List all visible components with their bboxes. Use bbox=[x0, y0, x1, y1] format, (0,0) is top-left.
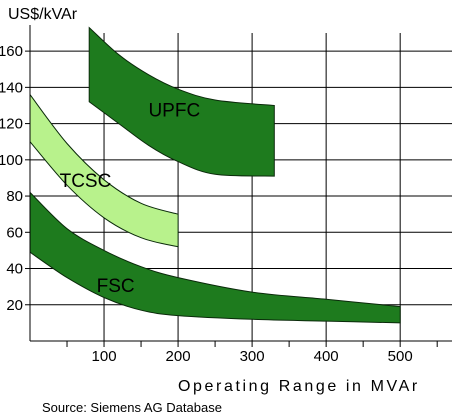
x-tick-label: 100 bbox=[92, 348, 117, 365]
y-tick-label: 60 bbox=[6, 224, 23, 241]
band-upfc bbox=[88, 26, 275, 177]
y-axis-label: US$/kVAr bbox=[8, 6, 78, 23]
series-label-tcsc: TCSC bbox=[60, 171, 112, 192]
band-tcsc bbox=[29, 93, 179, 248]
y-tick-label: 100 bbox=[0, 152, 23, 169]
y-tick-label: 40 bbox=[6, 261, 23, 278]
series-label-upfc: UPFC bbox=[148, 100, 200, 121]
series-labels: FSC TCSC UPFC bbox=[60, 100, 201, 297]
x-tick-label: 300 bbox=[240, 348, 265, 365]
x-tick-label: 200 bbox=[166, 348, 191, 365]
series-bands bbox=[29, 26, 401, 324]
y-tick-label: 20 bbox=[6, 297, 23, 314]
y-tick-label: 80 bbox=[6, 188, 23, 205]
tick-labels: 20 40 60 80 100 120 140 160 100 200 300 400 500 bbox=[0, 43, 413, 365]
axes bbox=[25, 25, 452, 347]
y-tick-label: 160 bbox=[0, 43, 23, 60]
source-note: Source: Siemens AG Database bbox=[42, 400, 222, 415]
band-fsc bbox=[29, 191, 401, 324]
x-tick-label: 400 bbox=[314, 348, 339, 365]
x-tick-label: 500 bbox=[388, 348, 413, 365]
y-tick-label: 120 bbox=[0, 116, 23, 133]
series-label-fsc: FSC bbox=[97, 276, 135, 297]
y-tick-label: 140 bbox=[0, 79, 23, 96]
x-axis-label: Operating Range in MVAr bbox=[178, 378, 420, 395]
